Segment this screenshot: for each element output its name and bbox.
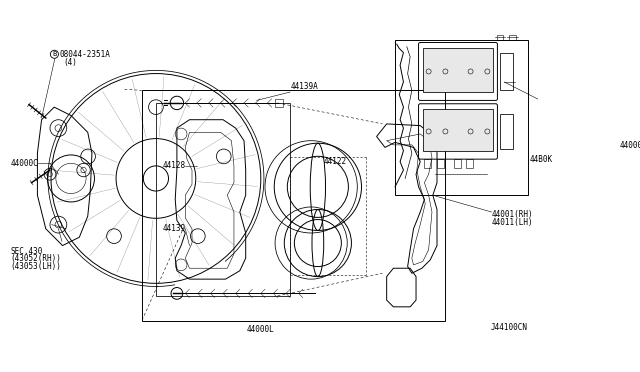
Bar bbox=[509, 35, 516, 40]
Text: 08044-2351A: 08044-2351A bbox=[60, 50, 110, 59]
Bar bbox=[497, 35, 503, 40]
Text: 44011(LH): 44011(LH) bbox=[492, 218, 533, 227]
Bar bbox=[467, 159, 473, 167]
Bar bbox=[423, 48, 493, 92]
Text: 44139: 44139 bbox=[163, 224, 186, 233]
Text: 44122: 44122 bbox=[324, 157, 347, 166]
Text: 44139A: 44139A bbox=[290, 81, 318, 91]
Bar bbox=[500, 52, 513, 90]
Text: 44000C: 44000C bbox=[11, 159, 38, 168]
Text: 44001(RH): 44001(RH) bbox=[492, 210, 533, 219]
Text: (4): (4) bbox=[63, 58, 77, 67]
Bar bbox=[156, 103, 290, 296]
Bar bbox=[395, 40, 527, 195]
Bar bbox=[454, 159, 461, 167]
Text: (43052(RH)): (43052(RH)) bbox=[11, 254, 61, 263]
Text: 44B0K: 44B0K bbox=[529, 155, 552, 164]
Text: 44128: 44128 bbox=[163, 161, 186, 170]
Bar bbox=[141, 90, 445, 321]
Text: SEC.430: SEC.430 bbox=[11, 247, 43, 256]
Text: 44000K: 44000K bbox=[620, 141, 640, 150]
Bar bbox=[500, 114, 513, 149]
Text: J44100CN: J44100CN bbox=[491, 323, 527, 332]
Text: (43053(LH)): (43053(LH)) bbox=[11, 262, 61, 271]
Text: 44000L: 44000L bbox=[247, 325, 275, 334]
Bar bbox=[423, 109, 493, 151]
Text: B: B bbox=[52, 51, 56, 57]
Bar bbox=[275, 99, 284, 107]
Bar bbox=[424, 159, 431, 167]
Bar bbox=[437, 159, 444, 167]
